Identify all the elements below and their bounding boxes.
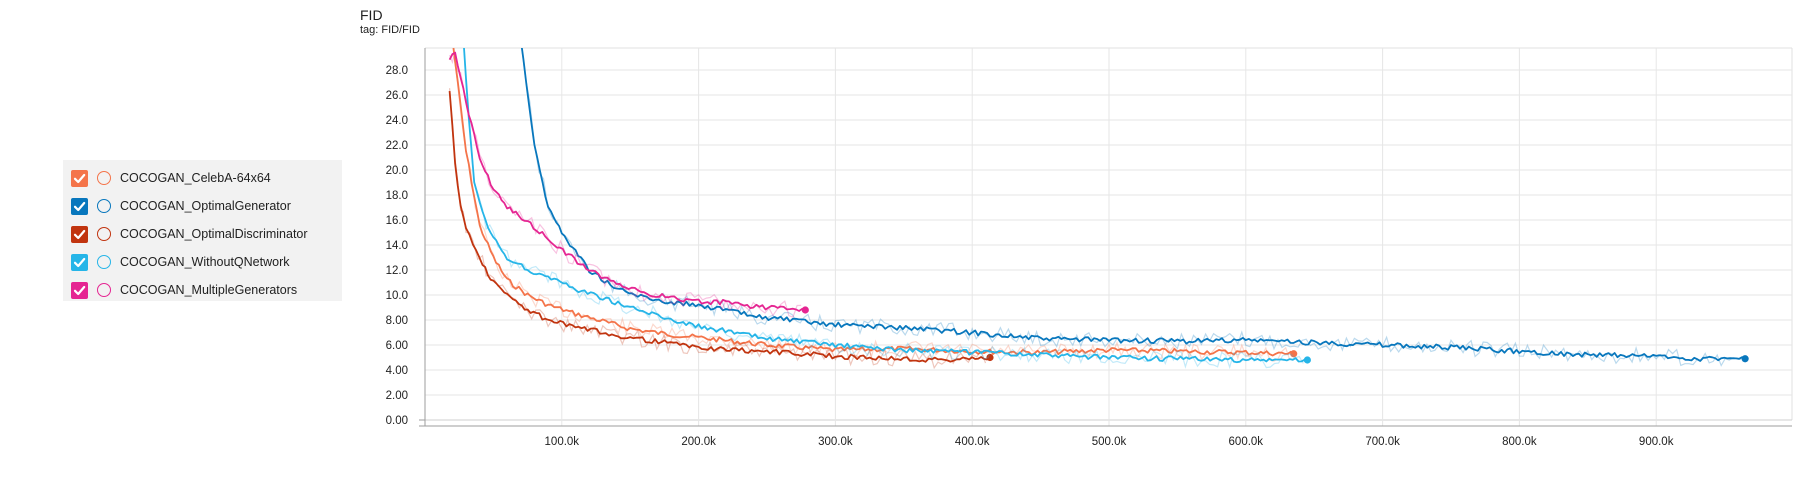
legend-color-circle-icon [97,199,111,213]
y-tick-label: 28.0 [386,65,408,77]
legend-color-circle-icon [97,255,111,269]
x-tick-label: 700.0k [1365,436,1400,448]
series-line-COCOGAN_CelebA-64x64 [452,48,1295,357]
y-tick-label: 22.0 [386,140,408,152]
legend-item[interactable]: COCOGAN_OptimalDiscriminator [63,220,342,248]
x-tick-label: 900.0k [1639,436,1674,448]
x-tick-label: 400.0k [955,436,990,448]
y-tick-label: 26.0 [386,90,408,102]
chart-tag: tag: FID/FID [360,24,420,36]
legend-label: COCOGAN_WithoutQNetwork [120,255,290,269]
series-legend: COCOGAN_CelebA-64x64 COCOGAN_OptimalGener… [63,160,342,301]
axes [419,48,1792,427]
legend-label: COCOGAN_OptimalDiscriminator [120,227,308,241]
series-end-marker [1741,355,1749,363]
y-tick-label: 12.0 [386,265,408,277]
legend-color-circle-icon [97,171,111,185]
series-end-marker [986,353,994,362]
legend-label: COCOGAN_MultipleGenerators [120,283,298,297]
legend-color-circle-icon [97,283,111,297]
series-line-COCOGAN_OptimalDiscriminator [448,91,991,363]
y-tick-label: 18.0 [386,190,408,202]
legend-item[interactable]: COCOGAN_WithoutQNetwork [63,248,342,276]
y-tick-label: 0.00 [386,415,408,427]
legend-color-circle-icon [97,227,111,241]
legend-checkbox[interactable] [71,254,88,271]
series-line-COCOGAN_OptimalGenerator [520,48,1746,362]
x-tick-label: 600.0k [1229,436,1264,448]
series-end-marker [801,306,809,314]
x-tick-label: 300.0k [818,436,853,448]
y-tick-label: 24.0 [386,115,408,127]
series-raw-COCOGAN_WithoutQNetwork [463,48,1304,370]
series-end-marker [1303,356,1311,364]
series-end-marker [1290,350,1298,358]
x-tick-label: 800.0k [1502,436,1537,448]
y-tick-label: 14.0 [386,240,408,252]
legend-checkbox[interactable] [71,170,88,187]
tick-labels: 0.00 2.00 4.00 6.00 8.00 10.0 12.0 14.0 16.0 18.0… [386,65,1674,448]
legend-checkbox[interactable] [71,198,88,215]
y-tick-label: 2.00 [386,390,408,402]
y-tick-label: 4.00 [386,365,408,377]
y-tick-label: 20.0 [386,165,408,177]
x-tick-label: 100.0k [545,436,580,448]
y-tick-label: 6.00 [386,340,408,352]
series-lines [448,48,1749,370]
y-tick-label: 8.00 [386,315,408,327]
series-line-COCOGAN_WithoutQNetwork [463,48,1308,364]
y-tick-label: 16.0 [386,215,408,227]
legend-item[interactable]: COCOGAN_MultipleGenerators [63,276,342,304]
x-tick-label: 500.0k [1092,436,1127,448]
grid-lines [425,47,1793,426]
legend-checkbox[interactable] [71,282,88,299]
series-raw-COCOGAN_OptimalGenerator [521,48,1742,367]
y-tick-label: 10.0 [386,290,408,302]
legend-item[interactable]: COCOGAN_CelebA-64x64 [63,164,342,192]
legend-item[interactable]: COCOGAN_OptimalGenerator [63,192,342,220]
legend-label: COCOGAN_OptimalGenerator [120,199,291,213]
x-tick-label: 200.0k [681,436,716,448]
series-line-COCOGAN_MultipleGenerators [448,51,806,312]
chart-title: FID [360,7,383,23]
legend-checkbox[interactable] [71,226,88,243]
legend-label: COCOGAN_CelebA-64x64 [120,171,271,185]
